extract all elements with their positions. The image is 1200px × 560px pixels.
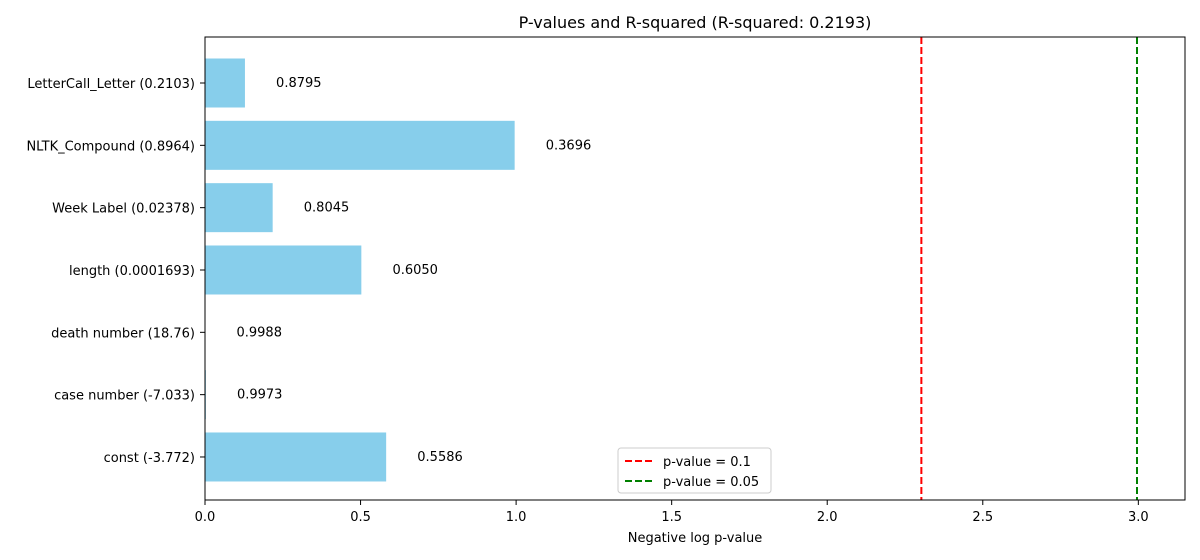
bar [205,183,273,233]
x-tick-label: 1.5 [661,510,682,525]
bar-value-label: 0.9973 [237,388,283,403]
x-tick-label: 3.0 [1128,510,1149,525]
y-tick-label: LetterCall_Letter (0.2103) [27,77,195,92]
bar [205,245,362,295]
y-tick-label: length (0.0001693) [69,264,195,279]
legend-label: p-value = 0.1 [663,455,751,470]
x-tick-label: 2.5 [972,510,993,525]
bar-value-label: 0.8795 [276,76,322,91]
bar-value-label: 0.8045 [304,201,350,216]
y-tick-label: death number (18.76) [51,326,195,341]
bar [205,58,245,108]
x-axis-label: Negative log p-value [628,531,763,546]
bar [205,432,387,482]
chart-title: P-values and R-squared (R-squared: 0.219… [519,13,872,32]
y-tick-label: Week Label (0.02378) [52,202,195,217]
bar-value-label: 0.5586 [417,450,463,465]
legend: p-value = 0.1 p-value = 0.05 [617,447,772,494]
y-tick-label: NLTK_Compound (0.8964) [26,139,195,154]
x-tick-label: 0.0 [195,510,216,525]
x-axis: 0.0 0.5 1.0 1.5 2.0 2.5 3.0 [195,500,1149,525]
y-tick-label: case number (-7.033) [54,389,195,404]
bar [205,120,515,170]
bar-layer [205,58,515,482]
bar-label-layer: 0.8795 0.3696 0.8045 0.6050 0.9988 0.9973 0.55… [236,76,591,465]
x-tick-label: 2.0 [817,510,838,525]
y-tick-label: const (-3.772) [104,451,195,466]
bar-value-label: 0.9988 [236,325,281,340]
bar-value-label: 0.3696 [546,138,592,153]
legend-box [617,447,772,494]
legend-label: p-value = 0.05 [663,475,759,490]
bar-value-label: 0.6050 [392,263,438,278]
x-tick-label: 1.0 [506,510,527,525]
x-tick-label: 0.5 [350,510,371,525]
y-axis: LetterCall_Letter (0.2103) NLTK_Compound … [26,77,205,466]
plot-frame [204,36,1186,501]
reference-line-layer [920,37,1138,500]
